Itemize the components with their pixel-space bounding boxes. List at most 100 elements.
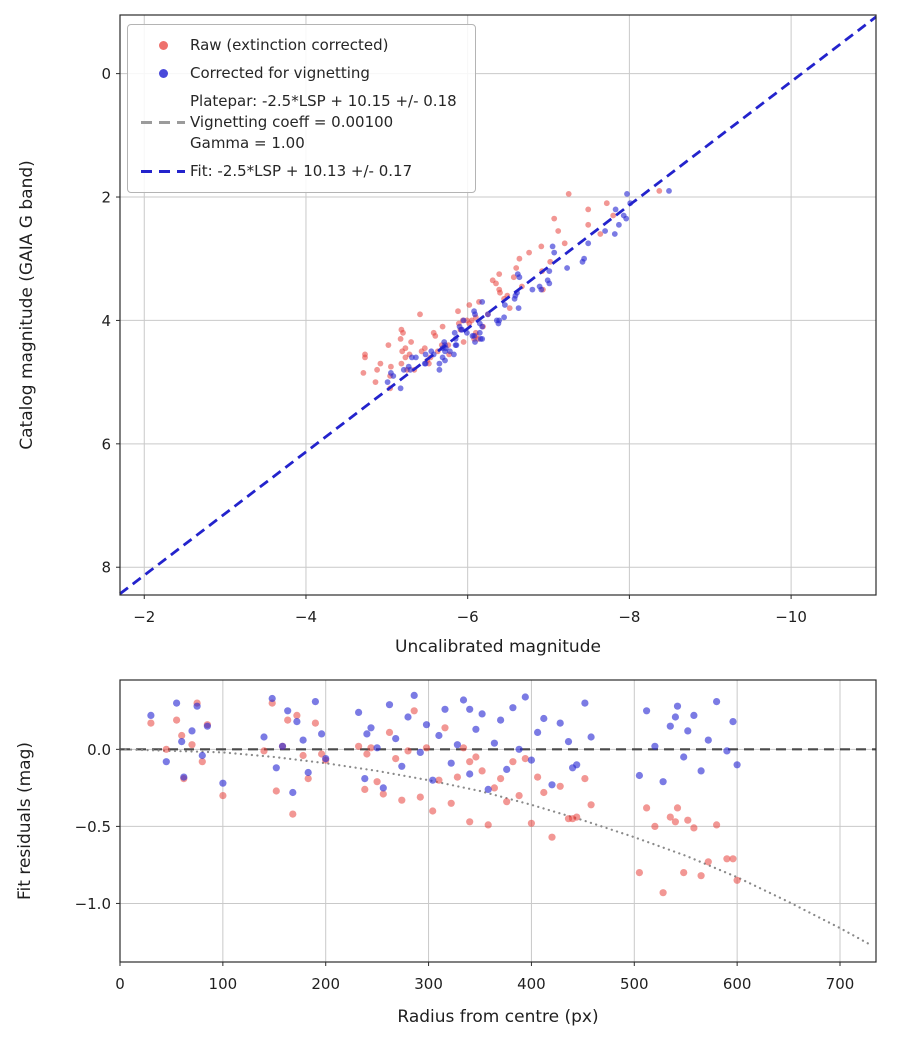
data-point: [418, 348, 425, 355]
data-point: [489, 277, 496, 284]
data-point: [561, 240, 568, 247]
data-point: [219, 792, 227, 800]
data-point: [362, 351, 368, 358]
data-point: [397, 336, 404, 342]
legend-label-platepar-line2: Vignetting coeff = 0.00100: [190, 113, 394, 131]
data-point: [538, 243, 545, 250]
data-point: [540, 788, 548, 797]
data-point: [680, 869, 688, 877]
data-point: [460, 339, 467, 345]
x-tick-label: 0: [115, 975, 125, 993]
data-point: [569, 764, 577, 772]
data-point: [510, 274, 517, 281]
data-point: [503, 765, 511, 773]
data-point: [651, 742, 659, 750]
data-point: [422, 351, 429, 358]
data-point: [260, 747, 268, 755]
data-point: [547, 258, 554, 265]
data-point: [318, 730, 326, 738]
data-point: [585, 206, 592, 213]
data-point: [373, 744, 381, 752]
data-point: [680, 753, 688, 761]
data-point: [398, 796, 406, 804]
y-tick-label: 8: [101, 559, 111, 577]
legend-label-platepar-line1: Platepar: -2.5*LSP + 10.15 +/- 0.18: [190, 92, 457, 110]
data-point: [377, 360, 384, 367]
data-point: [451, 351, 457, 358]
plot-border: [119, 679, 877, 963]
data-point: [367, 744, 375, 752]
x-tick-label: 200: [311, 975, 340, 993]
data-point: [429, 807, 437, 815]
legend-entry-raw: Raw (extinction corrected): [136, 35, 457, 56]
data-point: [509, 758, 517, 766]
data-point: [690, 711, 698, 719]
data-point: [436, 366, 443, 373]
data-point: [496, 317, 503, 324]
data-point: [556, 782, 564, 790]
data-point: [478, 710, 486, 718]
y-tick-label: 2: [101, 189, 111, 207]
data-point: [372, 379, 379, 385]
data-point: [453, 342, 460, 348]
data-point: [435, 731, 443, 740]
data-point: [178, 731, 186, 740]
data-point: [421, 360, 428, 367]
data-point: [673, 804, 682, 812]
data-point: [400, 329, 406, 336]
x-tick-label: 400: [517, 975, 546, 993]
data-point: [441, 724, 449, 732]
vignetting-series: [384, 188, 672, 392]
data-point: [417, 311, 423, 318]
legend-entry-vignetting: Corrected for vignetting: [136, 63, 457, 84]
data-point: [304, 775, 312, 783]
x-tick-label: −8: [618, 608, 640, 626]
data-point: [441, 705, 449, 713]
data-point: [178, 738, 186, 746]
data-point: [408, 339, 414, 345]
data-point: [587, 733, 595, 741]
data-point: [521, 755, 529, 763]
data-point: [581, 775, 589, 783]
data-point: [484, 821, 492, 829]
x-tick-label: 300: [414, 975, 443, 993]
legend-marker-vignetting-dot: [158, 69, 168, 78]
data-point: [490, 784, 498, 792]
data-point: [388, 363, 394, 370]
legend-label-fit: Fit: -2.5*LSP + 10.13 +/- 0.17: [190, 162, 413, 180]
data-point: [476, 329, 483, 336]
data-point: [398, 360, 405, 367]
residuals-chart: Radius from centre (px) Fit residuals (m…: [15, 679, 877, 1027]
data-point: [422, 744, 431, 752]
data-point: [198, 758, 206, 766]
data-point: [432, 333, 439, 339]
data-point: [564, 738, 573, 746]
data-point: [299, 736, 307, 744]
data-point: [388, 370, 394, 376]
data-point: [496, 286, 503, 293]
data-point: [404, 747, 412, 755]
data-point: [304, 768, 312, 777]
data-point: [173, 699, 181, 707]
data-point: [373, 778, 381, 786]
data-point: [659, 778, 667, 786]
data-point: [468, 317, 475, 324]
data-point: [268, 694, 276, 703]
data-point: [355, 742, 363, 750]
data-point: [466, 818, 474, 826]
data-point: [410, 707, 418, 715]
data-point: [713, 698, 721, 706]
data-point: [472, 311, 478, 318]
data-point: [311, 719, 319, 727]
data-point: [459, 696, 468, 704]
data-point: [612, 206, 619, 213]
data-point: [548, 781, 556, 789]
data-point: [367, 724, 375, 732]
data-point: [506, 305, 513, 311]
data-point: [603, 200, 610, 207]
data-point: [704, 858, 712, 866]
data-point: [643, 707, 651, 715]
data-point: [585, 221, 592, 228]
data-point: [616, 221, 622, 228]
data-point: [684, 816, 692, 824]
